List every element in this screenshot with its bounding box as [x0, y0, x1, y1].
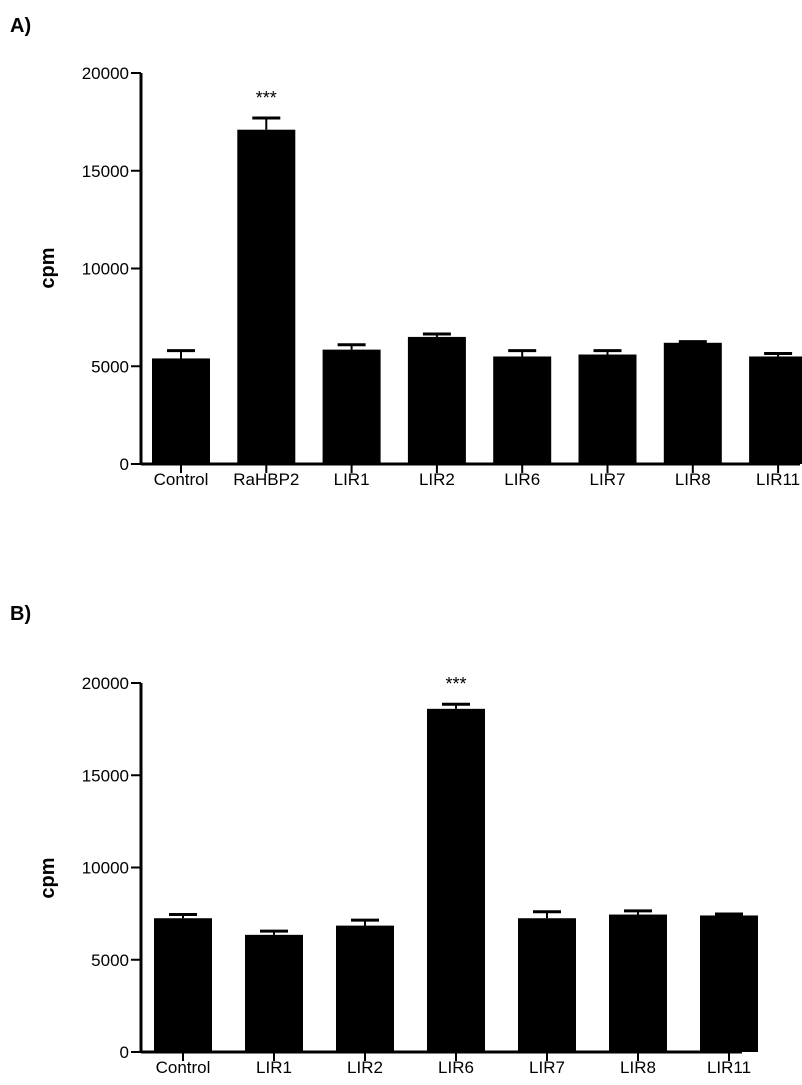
panel-b-bar: [245, 934, 303, 1052]
panel-b-category-label: Control: [156, 1058, 211, 1077]
panel-b-bar: [427, 708, 485, 1052]
panel-a-category-label: LIR8: [675, 470, 711, 489]
panel-a-category-label: RaHBP2: [233, 470, 299, 489]
panel-a-y-tick-label: 10000: [82, 260, 129, 279]
panel-a-category-label: LIR2: [419, 470, 455, 489]
panel-b-y-tick-label: 20000: [82, 674, 129, 693]
panel-b-category-label: LIR7: [529, 1058, 565, 1077]
panel-b-bar: [336, 925, 394, 1052]
panel-a-label: A): [10, 15, 31, 37]
panel-b-significance-annotation: ***: [445, 674, 466, 694]
panel-b-bar: [518, 918, 576, 1052]
panel-a-bar: [578, 354, 637, 464]
panel-b-category-label: LIR11: [707, 1058, 751, 1077]
panel-b-bar: [609, 914, 667, 1052]
panel-a-y-tick-label: 20000: [82, 64, 129, 83]
panel-b-label: B): [10, 603, 31, 625]
panel-a-category-label: Control: [154, 470, 209, 489]
panel-a-category-label: LIR6: [504, 470, 540, 489]
panel-a-y-tick-label: 0: [120, 455, 129, 474]
panel-a-y-tick-label: 5000: [91, 357, 129, 376]
panel-b-category-label: LIR2: [347, 1058, 383, 1077]
panel-a-y-axis-label: cpm: [37, 247, 59, 288]
panel-a-bar: [749, 356, 802, 464]
panel-a-bar: [237, 129, 296, 464]
panel-a-bar: [663, 342, 722, 464]
panel-a-plot: 0 5000 10000 15000 20000 Control RaHBP2 LIR1 LIR…: [82, 64, 802, 489]
panel-a-category-label: LIR11: [756, 470, 800, 489]
panel-b-y-tick-label: 5000: [91, 951, 129, 970]
panel-a-bar: [407, 336, 466, 464]
panel-b-bar: [154, 918, 212, 1052]
panel-a-significance-annotation: ***: [256, 88, 277, 108]
panel-a-bar: [152, 358, 210, 464]
panel-a-bar: [493, 356, 552, 464]
panel-b-y-tick-label: 10000: [82, 859, 129, 878]
panel-a-bar: [322, 349, 381, 464]
panel-b-y-tick-label: 0: [120, 1043, 129, 1062]
panel-b-category-label: LIR1: [256, 1058, 292, 1077]
panel-a-y-tick-label: 15000: [82, 162, 129, 181]
panel-b-category-label: LIR6: [438, 1058, 474, 1077]
panel-b-y-tick-label: 15000: [82, 766, 129, 785]
panel-a-category-label: LIR7: [590, 470, 626, 489]
panel-b-bar: [700, 915, 758, 1052]
panel-b-plot: 0 5000 10000 15000 20000 Control LIR1 LIR2 LIR6 L…: [82, 674, 758, 1077]
panel-b-y-axis-label: cpm: [37, 857, 59, 898]
panel-a-category-label: LIR1: [334, 470, 370, 489]
panel-b-category-label: LIR8: [620, 1058, 656, 1077]
